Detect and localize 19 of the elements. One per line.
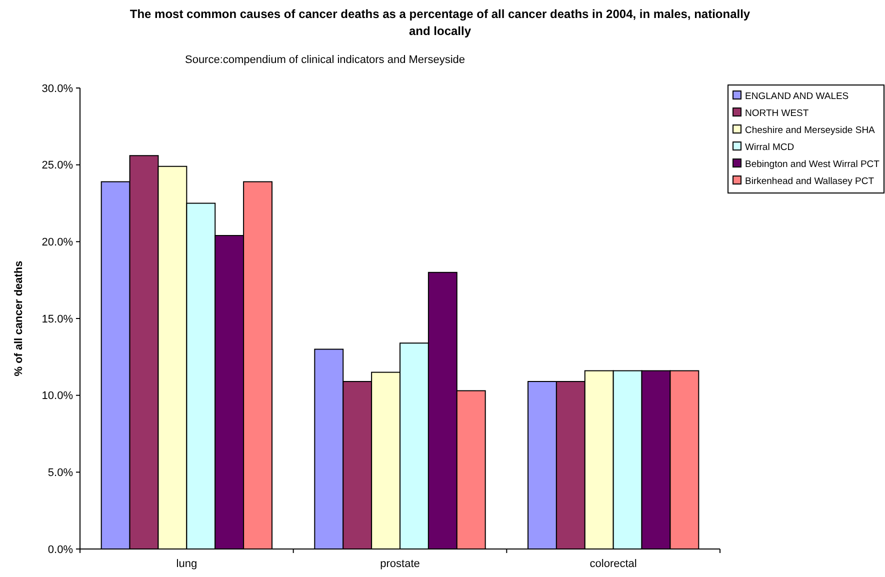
x-tick-label: lung xyxy=(176,558,198,570)
y-tick-label: 25.0% xyxy=(42,160,74,172)
y-tick-label: 20.0% xyxy=(42,236,74,249)
y-tick-label: 30.0% xyxy=(42,82,74,95)
x-tick-label: prostate xyxy=(380,558,420,570)
y-tick-label: 10.0% xyxy=(42,390,74,402)
chart-subtitle: Source:compendium of clinical indicators and Merseyside xyxy=(184,54,466,66)
legend-label: NORTH WEST xyxy=(745,108,809,119)
legend-label: Wirral MCD xyxy=(745,142,794,153)
x-tick-label: colorectal xyxy=(590,558,637,570)
y-tick-label: 5.0% xyxy=(48,467,74,480)
y-tick-label: 0.0% xyxy=(48,544,74,556)
legend-label: ENGLAND AND WALES xyxy=(745,91,849,102)
chart-title: The most common causes of cancer deaths as a percentage of all cancer deaths in 2004, in males, nationally and locally xyxy=(130,7,750,38)
y-axis-title: % of all cancer deaths xyxy=(13,260,25,376)
legend-label: Cheshire and Merseyside SHA xyxy=(745,125,876,136)
legend-label: Bebington and West Wirral PCT xyxy=(745,159,880,170)
legend-label: Birkenhead and Wallasey PCT xyxy=(745,176,874,187)
y-tick-label: 15.0% xyxy=(42,313,74,326)
